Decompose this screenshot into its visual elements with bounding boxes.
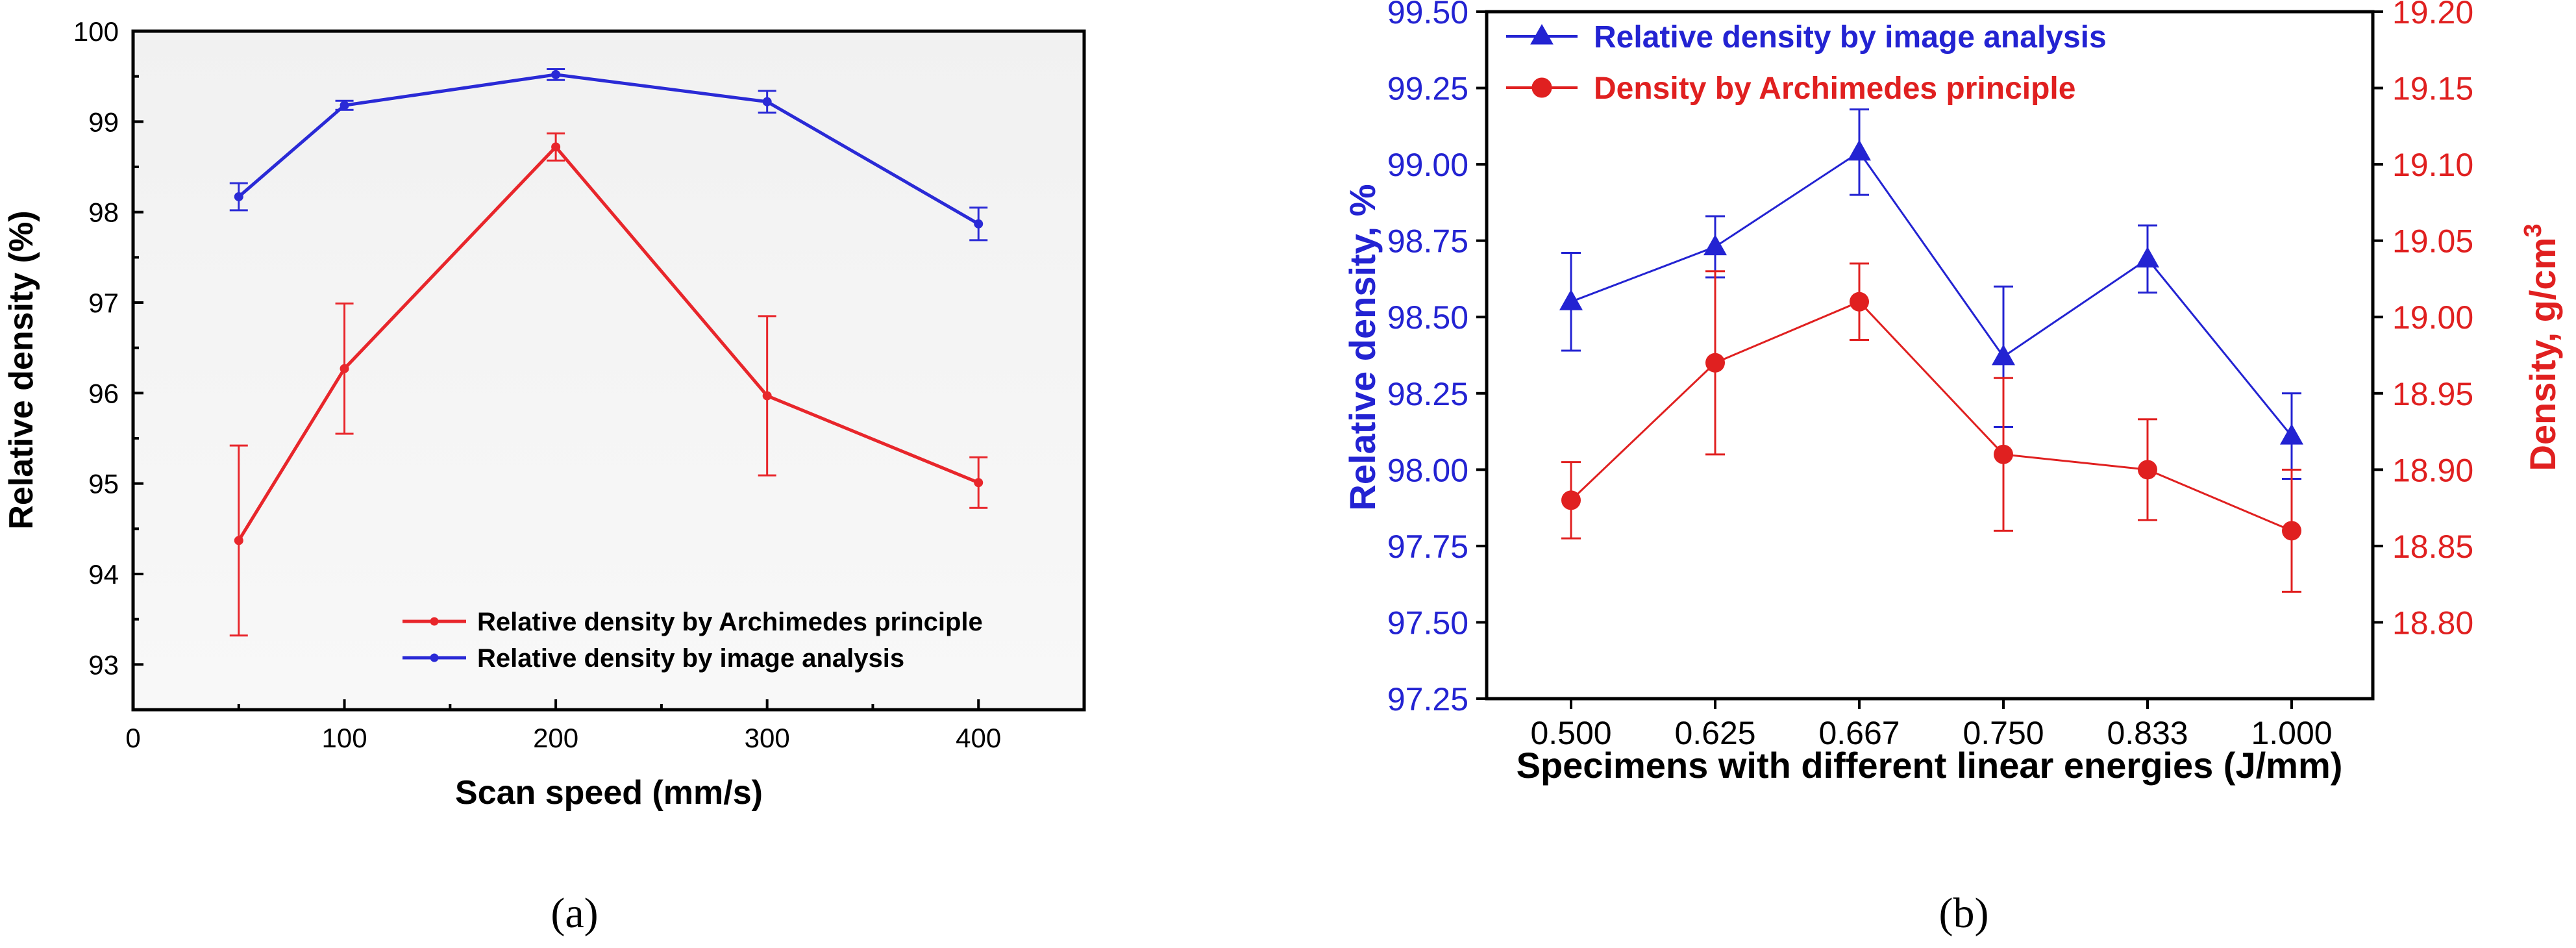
- x-tick-label: 200: [533, 723, 578, 753]
- left-y-tick-label: 98.50: [1387, 299, 1468, 336]
- right-y-tick-label: 19.20: [2392, 0, 2473, 31]
- left-y-tick-label: 97.50: [1387, 605, 1468, 641]
- series-image-analysis: [229, 68, 988, 242]
- y-tick-label: 96: [88, 378, 119, 408]
- legend-label-archimedes: Density by Archimedes principle: [1594, 71, 2075, 106]
- right-y-tick-label: 19.10: [2392, 147, 2473, 183]
- data-point: [551, 69, 561, 79]
- y-axis-label: Relative density (%): [3, 210, 40, 529]
- left-y-tick-label: 97.25: [1387, 681, 1468, 717]
- data-point: [974, 478, 984, 488]
- x-tick-label: 0.667: [1818, 715, 1900, 751]
- data-point: [1705, 353, 1725, 373]
- data-point: [2282, 521, 2301, 541]
- right-y-tick-label: 18.95: [2392, 376, 2473, 412]
- legend-marker-archimedes: [430, 617, 439, 626]
- left-y-tick-label: 98.25: [1387, 376, 1468, 412]
- left-y-tick-label: 98.75: [1387, 223, 1468, 260]
- right-y-tick-label: 19.00: [2392, 299, 2473, 336]
- y-tick-label: 99: [88, 106, 119, 137]
- legend-marker-image-analysis: [430, 653, 439, 662]
- data-point: [1561, 490, 1581, 510]
- data-point: [1994, 444, 2013, 464]
- x-axis-label: Scan speed (mm/s): [455, 774, 763, 812]
- panel-caption-a: (a): [551, 890, 598, 937]
- chart-panel-b: 0.500 0.625 0.667 0.750 0.833 1.000 97.25 97.50…: [1342, 0, 2563, 937]
- data-point: [2280, 423, 2303, 445]
- data-point: [234, 536, 243, 545]
- right-y-tick-label: 19.15: [2392, 71, 2473, 107]
- right-y-axis-label-superscript: 3: [2520, 223, 2547, 237]
- right-y-tick-label: 18.80: [2392, 605, 2473, 641]
- left-y-tick-label: 99.50: [1387, 0, 1468, 31]
- legend-label-image-analysis: Relative density by image analysis: [1594, 20, 2107, 55]
- data-point: [1559, 289, 1583, 310]
- x-tick-label: 1.000: [2251, 715, 2332, 751]
- series-line: [1570, 300, 2292, 532]
- x-tick-label: 100: [322, 723, 367, 753]
- data-point: [1848, 140, 1871, 161]
- right-y-tick-label: 18.90: [2392, 452, 2473, 488]
- legend-label-image-analysis: Relative density by image analysis: [477, 644, 904, 673]
- data-point: [762, 391, 772, 401]
- plot-area-background: [1487, 12, 2373, 699]
- data-point: [762, 97, 772, 106]
- y-tick-label: 98: [88, 197, 119, 228]
- data-point: [1703, 234, 1727, 256]
- y-tick-label: 97: [88, 288, 119, 318]
- y-tick-label: 93: [88, 649, 119, 680]
- legend-label-archimedes: Relative density by Archimedes principle: [477, 608, 983, 636]
- data-point: [1850, 292, 1869, 312]
- chart-panel-a: 0 100 200 300 400 93 94 95 96 97 98 99 100 Scan spee…: [3, 16, 1086, 937]
- plot-area-background: [133, 31, 1084, 710]
- data-point: [2138, 460, 2157, 480]
- legend-marker-archimedes: [1531, 77, 1552, 98]
- data-point: [1992, 344, 2015, 366]
- series-archimedes: [1561, 262, 2301, 593]
- right-y-tick-label: 19.05: [2392, 223, 2473, 260]
- x-tick-label: 0: [125, 723, 140, 753]
- y-tick-label: 94: [88, 559, 119, 590]
- y-tick-label: 100: [73, 16, 119, 47]
- left-y-tick-label: 99.25: [1387, 71, 1468, 107]
- right-y-axis-label-text: Density, g/cm: [2522, 238, 2563, 471]
- data-point: [340, 364, 349, 373]
- x-axis-label: Specimens with different linear energies…: [1517, 745, 2343, 786]
- x-tick-label: 0.750: [1963, 715, 2044, 751]
- plot-frame: [1485, 10, 2375, 701]
- x-tick-label: 400: [956, 723, 1001, 753]
- y-tick-label: 95: [88, 469, 119, 499]
- series-line: [1570, 151, 2293, 437]
- data-point: [551, 142, 561, 152]
- left-y-tick-label: 98.00: [1387, 452, 1468, 488]
- data-point: [2136, 246, 2159, 268]
- left-y-axis-label: Relative density, %: [1342, 184, 1383, 510]
- data-point: [234, 192, 243, 201]
- x-tick-label: 0.833: [2107, 715, 2188, 751]
- legend-marker-image-analysis: [1530, 23, 1554, 45]
- x-tick-label: 300: [745, 723, 790, 753]
- right-y-tick-label: 18.85: [2392, 529, 2473, 565]
- x-tick-label: 0.500: [1530, 715, 1611, 751]
- series-archimedes: [229, 132, 988, 637]
- x-tick-label: 0.625: [1674, 715, 1755, 751]
- right-y-axis-label: Density, g/cm3: [2520, 223, 2563, 471]
- data-point: [340, 101, 349, 110]
- left-y-tick-label: 97.75: [1387, 529, 1468, 565]
- legend: Relative density by Archimedes principle…: [402, 608, 983, 673]
- panel-caption-b: (b): [1939, 890, 1989, 937]
- plot-frame: [131, 29, 1086, 712]
- data-point: [974, 219, 984, 229]
- left-y-tick-label: 99.00: [1387, 147, 1468, 183]
- legend: Relative density by image analysis Densi…: [1506, 20, 2107, 106]
